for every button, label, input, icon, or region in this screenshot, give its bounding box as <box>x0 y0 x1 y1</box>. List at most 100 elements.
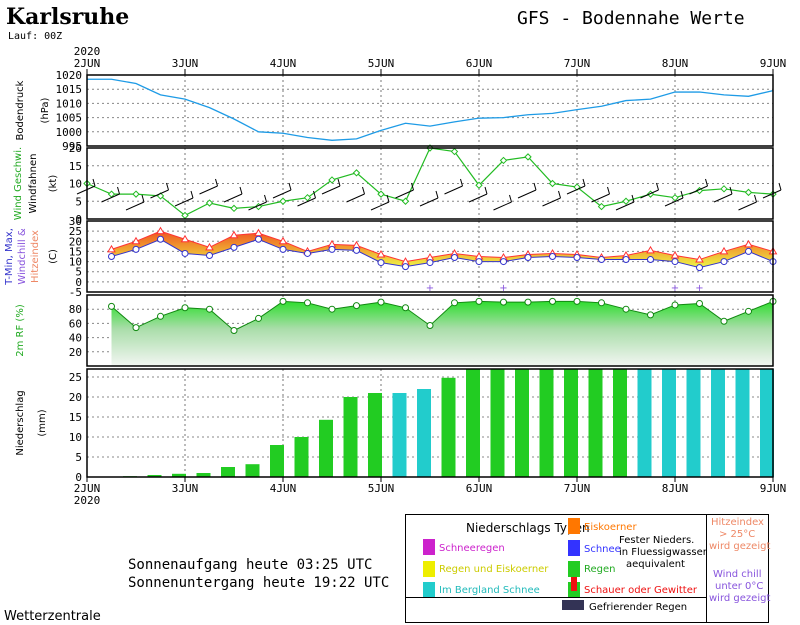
wind-barb <box>199 185 218 195</box>
wind-barb-flag <box>411 182 414 191</box>
precip-bar <box>613 369 627 477</box>
y-tick-label: 5 <box>75 451 82 464</box>
precip-bar <box>466 369 480 477</box>
wind-barb-flag <box>362 186 365 195</box>
y-tick-label: 10 <box>69 256 82 269</box>
windchill-line-3: wird gezeigt <box>709 593 771 604</box>
precip-bar <box>221 467 235 477</box>
panel-frame <box>86 220 774 293</box>
tmin-point <box>647 256 654 264</box>
rh-point <box>206 305 213 313</box>
legend-schneeregen: Schneeregen <box>439 543 505 554</box>
panel-frame <box>86 74 774 147</box>
wind-speed-point <box>377 190 385 198</box>
tmax-point <box>278 236 288 245</box>
wind-barb <box>689 185 708 195</box>
rh-point <box>549 297 556 305</box>
precip-bar <box>343 397 358 477</box>
tmin-point <box>451 254 458 262</box>
rh-point <box>573 297 581 305</box>
legend-side-notes: Hitzeindex > 25°C wird gezeigt Wind chil… <box>705 514 771 623</box>
rh-point <box>377 298 385 306</box>
tmin-point <box>745 247 752 255</box>
wind-barb-flag <box>705 178 708 187</box>
wind-barb-flag <box>582 178 586 187</box>
legend-gefrierend: Gefrierender Regen <box>589 602 688 613</box>
date-label-top: 3JUN <box>172 57 199 70</box>
wind-barb <box>272 189 292 199</box>
windchill-line-2: unter 0°C <box>715 581 764 592</box>
windchill-line-1: Wind chill <box>713 569 762 580</box>
tmin-point <box>304 249 311 257</box>
wind-speed-point <box>524 153 532 161</box>
y-tick-label: 30 <box>69 215 82 228</box>
tmin-point <box>671 258 679 266</box>
rh-point <box>328 305 336 313</box>
tmin-point <box>255 235 262 243</box>
y-tick-label: 20 <box>69 346 82 359</box>
pressure-line <box>87 78 774 141</box>
tmin-point <box>598 256 605 264</box>
wind-barb-flag <box>656 182 659 191</box>
wind-barb <box>493 201 512 211</box>
rh-point <box>696 300 703 308</box>
rh-line <box>111 300 774 332</box>
precip-bar <box>172 473 186 477</box>
panel-frame <box>86 368 774 478</box>
wind-barb-flag <box>631 194 635 203</box>
legend-eiskoerner: Eiskoerner <box>584 522 637 533</box>
wind-barb-flag <box>215 178 218 187</box>
wind-barb <box>223 193 243 203</box>
rh-point <box>426 322 434 330</box>
wind-barb <box>762 189 782 199</box>
wind-barb <box>101 193 120 203</box>
precip-bar <box>735 369 750 477</box>
windchill-marker: + <box>426 283 434 294</box>
legend-regen: Regen <box>584 564 616 575</box>
tmax-point <box>744 239 753 248</box>
hitze-line-2: > 25°C <box>719 529 756 540</box>
axis-label: (mm) <box>37 409 48 436</box>
date-label-top: 5JUN <box>368 57 395 70</box>
date-label-top: 6JUN <box>466 57 493 70</box>
rh-point <box>255 314 262 322</box>
wind-barb-flag <box>239 186 243 195</box>
date-label-bottom: 6JUN <box>466 482 493 495</box>
rh-point <box>451 299 458 307</box>
date-label-bottom: 8JUN <box>662 482 689 495</box>
legend-divider <box>406 597 706 598</box>
date-label-top: 4JUN <box>270 57 297 70</box>
year-label-top: 2020 <box>74 45 101 58</box>
rh-point <box>745 307 752 315</box>
wind-speed-point <box>328 176 336 184</box>
wind-barb <box>125 201 145 211</box>
tmax-point <box>719 246 729 255</box>
precip-bar <box>588 369 603 477</box>
wind-barb-flag <box>607 186 610 195</box>
y-tick-label: 0 <box>75 213 82 226</box>
precip-bar <box>245 464 260 477</box>
wind-barb-flag <box>288 182 292 191</box>
wind-speed-point <box>352 169 361 177</box>
precip-bar <box>515 369 529 477</box>
axis-label: (C) <box>48 249 59 264</box>
tmax-point <box>107 244 116 253</box>
precip-bar <box>441 377 456 477</box>
axis-label: Niederschlag <box>15 390 26 455</box>
y-tick-label: 1020 <box>56 69 83 82</box>
footer-credit: Wetterzentrale <box>4 609 101 624</box>
y-tick-label: 5 <box>75 195 82 208</box>
rh-point <box>353 302 360 310</box>
wind-barb <box>468 193 488 203</box>
tmin-point <box>402 263 409 271</box>
wind-barb-flag <box>313 190 316 199</box>
tmin-point <box>720 258 728 266</box>
wind-speed-point <box>230 204 238 213</box>
date-label-bottom: 7JUN <box>564 482 591 495</box>
axis-label: Windfahnen <box>28 154 39 214</box>
precip-bar <box>294 437 309 477</box>
precip-bar <box>564 369 578 477</box>
y-tick-label: 80 <box>69 303 82 316</box>
rh-point <box>500 298 507 306</box>
precip-bar <box>539 369 554 477</box>
